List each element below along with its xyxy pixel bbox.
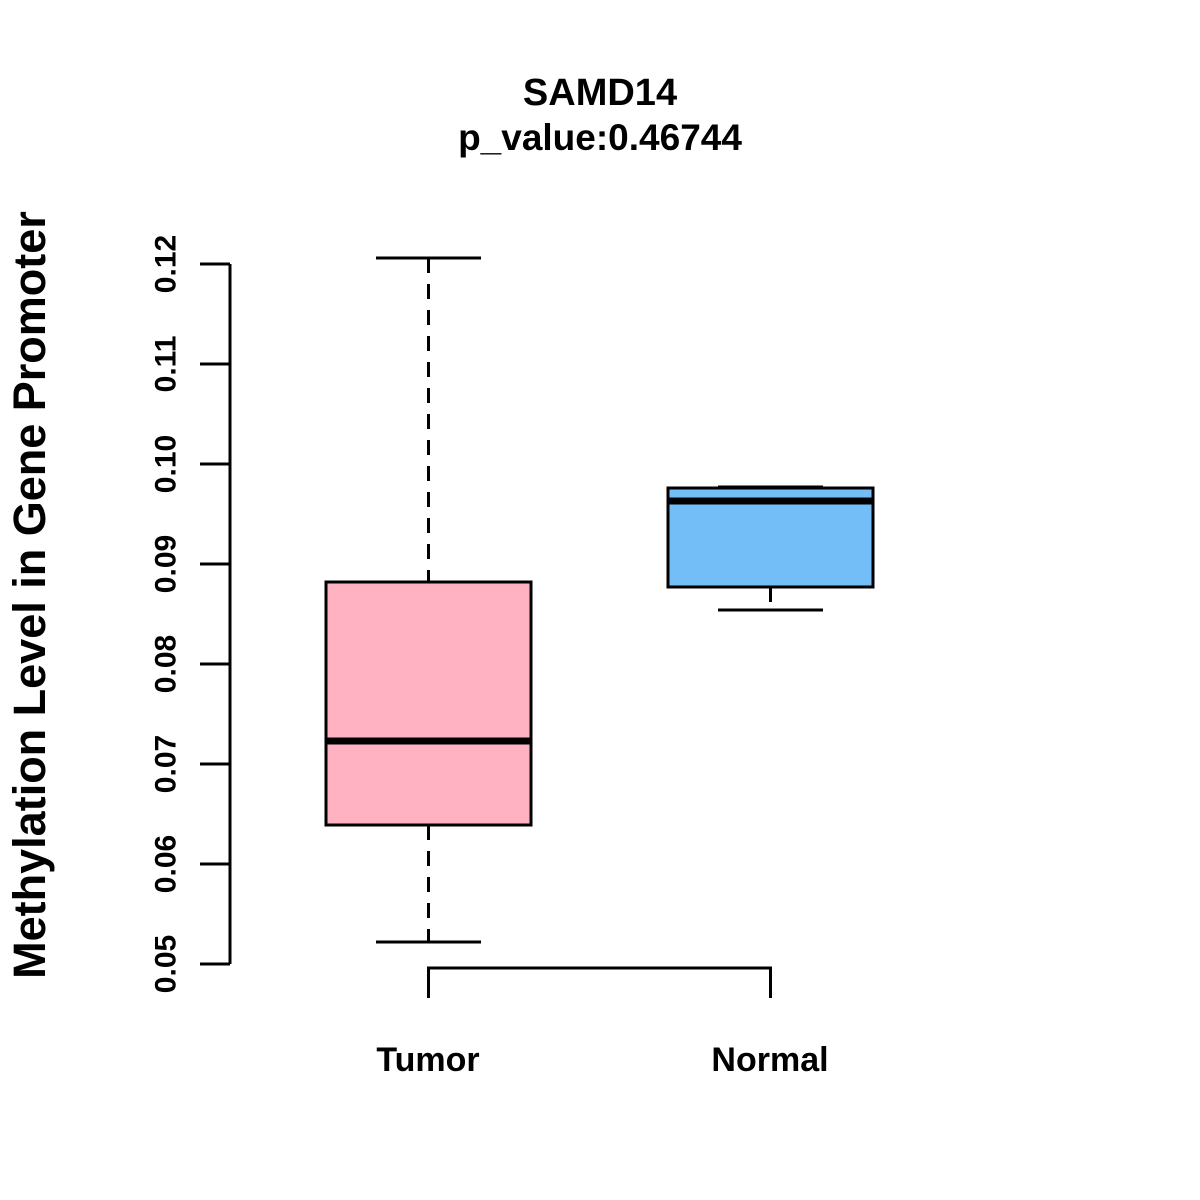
- y-tick-label: 0.08: [150, 635, 183, 693]
- y-tick-label: 0.09: [150, 535, 183, 593]
- y-tick-label: 0.10: [150, 435, 183, 493]
- x-label-tumor: Tumor: [376, 1041, 480, 1079]
- x-axis-bracket: [427, 966, 772, 998]
- chart-title: SAMD14: [522, 72, 678, 114]
- tumor-box: [324, 580, 533, 827]
- y-tick-label: 0.05: [150, 935, 183, 993]
- y-tick-label: 0.07: [150, 735, 183, 793]
- x-label-normal: Normal: [711, 1041, 829, 1079]
- y-tick-label: 0.06: [150, 835, 183, 893]
- chart-subtitle: p_value:0.46744: [458, 117, 742, 158]
- y-tick-label: 0.11: [150, 336, 183, 393]
- y-tick-label: 0.12: [150, 235, 183, 293]
